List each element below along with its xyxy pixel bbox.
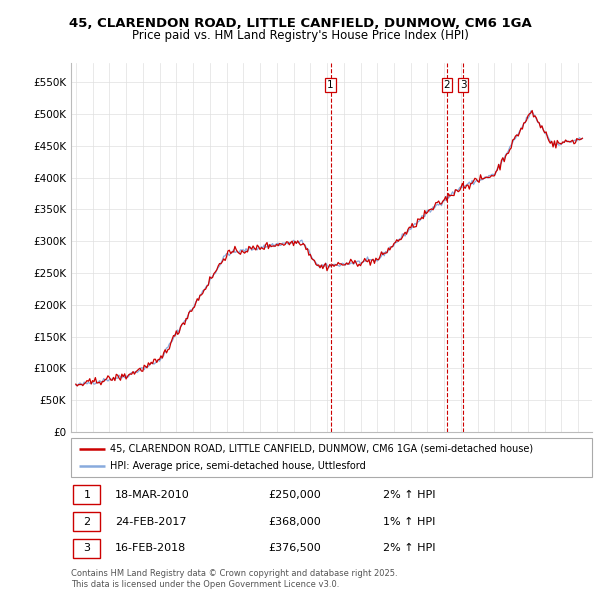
- Text: 2% ↑ HPI: 2% ↑ HPI: [383, 490, 436, 500]
- Text: Contains HM Land Registry data © Crown copyright and database right 2025.
This d: Contains HM Land Registry data © Crown c…: [71, 569, 397, 589]
- Text: 45, CLARENDON ROAD, LITTLE CANFIELD, DUNMOW, CM6 1GA: 45, CLARENDON ROAD, LITTLE CANFIELD, DUN…: [68, 17, 532, 30]
- Text: £368,000: £368,000: [269, 517, 322, 526]
- FancyBboxPatch shape: [73, 485, 100, 504]
- Text: Price paid vs. HM Land Registry's House Price Index (HPI): Price paid vs. HM Land Registry's House …: [131, 30, 469, 42]
- FancyBboxPatch shape: [73, 539, 100, 558]
- FancyBboxPatch shape: [73, 512, 100, 531]
- Text: 3: 3: [460, 80, 466, 90]
- Text: HPI: Average price, semi-detached house, Uttlesford: HPI: Average price, semi-detached house,…: [110, 461, 365, 471]
- Text: 1: 1: [327, 80, 334, 90]
- Text: 18-MAR-2010: 18-MAR-2010: [115, 490, 190, 500]
- Text: 2% ↑ HPI: 2% ↑ HPI: [383, 543, 436, 553]
- Text: 16-FEB-2018: 16-FEB-2018: [115, 543, 187, 553]
- Text: 24-FEB-2017: 24-FEB-2017: [115, 517, 187, 526]
- Text: 1% ↑ HPI: 1% ↑ HPI: [383, 517, 436, 526]
- Text: 1: 1: [83, 490, 91, 500]
- Text: 3: 3: [83, 543, 91, 553]
- Text: 2: 2: [83, 517, 91, 526]
- Text: £376,500: £376,500: [269, 543, 322, 553]
- Text: 45, CLARENDON ROAD, LITTLE CANFIELD, DUNMOW, CM6 1GA (semi-detached house): 45, CLARENDON ROAD, LITTLE CANFIELD, DUN…: [110, 444, 533, 454]
- Text: 2: 2: [443, 80, 450, 90]
- Text: £250,000: £250,000: [269, 490, 322, 500]
